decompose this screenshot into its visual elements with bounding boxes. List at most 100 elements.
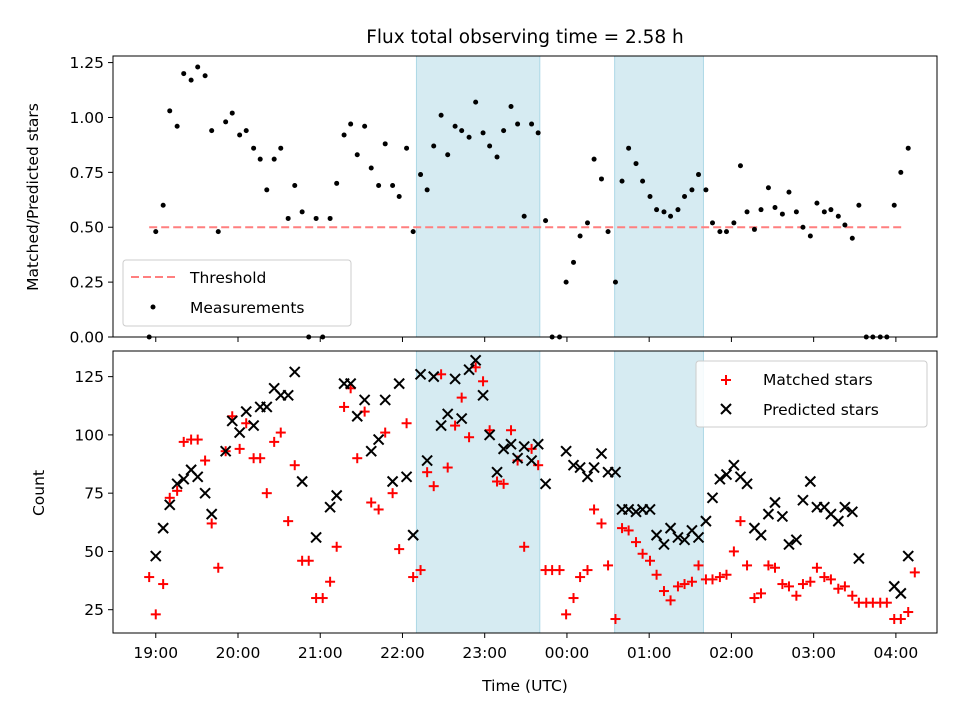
measurement-point [376, 183, 382, 189]
measurement-point [292, 183, 298, 189]
predicted-stars-point [714, 473, 726, 485]
predicted-stars-point [532, 438, 544, 450]
measurement-point [362, 123, 368, 129]
count-y-tick-label: 25 [84, 601, 104, 619]
matched-stars-point [847, 590, 858, 601]
predicted-stars-point-b [205, 508, 218, 520]
matched-stars-point [415, 565, 426, 576]
matched-stars-point [819, 572, 830, 583]
predicted-stars-point-b [797, 494, 809, 506]
matched-stars-point [519, 541, 530, 552]
predicted-stars-point [289, 366, 301, 378]
measurement-point [689, 187, 695, 193]
predicted-stars-point [477, 389, 489, 401]
matched-stars-point [833, 583, 844, 594]
matched-stars-point [839, 581, 850, 592]
predicted-stars-point [664, 522, 677, 534]
matched-stars-point [275, 427, 286, 438]
predicted-stars-point [539, 478, 552, 490]
matched-stars-point [408, 572, 419, 583]
count-panel: 25 50 75 100 125 19:00 20:00 21:00 22:00 23:00 00:… [74, 350, 920, 662]
predicted-stars-point-b [435, 419, 447, 432]
predicted-stars-point [581, 471, 594, 483]
matched-stars-point [756, 588, 767, 599]
predicted-stars-point-b [330, 489, 343, 502]
matched-stars-point [241, 418, 252, 429]
predicted-stars-point [839, 501, 851, 513]
predicted-stars-point-b [734, 471, 747, 483]
matched-stars-point [428, 481, 439, 492]
ratio-highlight-span-1 [415, 55, 541, 338]
matched-stars-point [303, 555, 314, 566]
matched-stars-point [811, 562, 822, 573]
matched-stars-point [582, 565, 593, 576]
predicted-stars-point [358, 394, 371, 406]
measurement-point [842, 222, 848, 228]
ratio-panel-frame [112, 55, 938, 338]
matched-stars-point [172, 485, 183, 496]
measurement-point [257, 156, 263, 162]
measurement-point [334, 180, 340, 186]
x-tick-label: 19:00 [133, 644, 178, 662]
predicted-stars-point [762, 508, 775, 520]
count-y-tick-label: 100 [74, 426, 104, 444]
matched-stars-point [144, 572, 155, 583]
measurement-point [849, 235, 855, 241]
predicted-stars-point [672, 531, 684, 544]
matched-stars-point [234, 443, 245, 454]
predicted-stars-point-b [324, 501, 336, 513]
predicted-legend-label: Predicted stars [763, 401, 879, 419]
matched-stars-point [213, 562, 224, 573]
predicted-stars-point-b [672, 531, 684, 544]
predicted-stars-point-b [393, 377, 405, 390]
predicted-stars-point [407, 529, 419, 541]
predicted-stars-point [247, 419, 260, 432]
predicted-stars-point-b [895, 587, 907, 600]
predicted-stars-point [310, 531, 322, 544]
measurement-point [278, 145, 284, 151]
predicted-stars-point-b [199, 487, 211, 499]
predicted-stars-point [421, 454, 433, 467]
count-y-axis-label: Count [30, 470, 48, 516]
matched-stars-point [728, 546, 739, 557]
measurement-point [223, 119, 229, 125]
predicted-stars-point [776, 510, 789, 523]
predicted-stars-point-b [372, 433, 385, 446]
measurement-point [535, 130, 541, 136]
measurement-point [529, 121, 535, 127]
predicted-stars-point [164, 499, 176, 511]
measurement-point [765, 185, 771, 191]
measurement-point [153, 229, 159, 235]
measurement-point [515, 121, 521, 127]
predicted-stars-point-b [714, 473, 726, 485]
x-tick-label: 21:00 [298, 644, 343, 662]
predicted-stars-point-b [511, 452, 524, 464]
measurement-point [181, 71, 187, 77]
matched-stars-point [506, 425, 517, 436]
predicted-stars-point-b [630, 506, 642, 518]
predicted-stars-point-b [469, 354, 482, 367]
predicted-stars-point [595, 447, 608, 460]
measurement-point [898, 169, 904, 175]
measurement-point [563, 279, 569, 285]
predicted-stars-point [804, 475, 817, 488]
matched-stars-point [164, 492, 175, 503]
measurement-point [835, 213, 841, 219]
measurement-point [717, 229, 723, 235]
measurement-point [209, 128, 215, 134]
predicted-stars-point-b [428, 370, 440, 383]
predicted-stars-point-b [386, 475, 399, 488]
predicted-stars-point-b [455, 412, 468, 425]
count-legend-box [695, 360, 928, 428]
predicted-stars-point [567, 459, 580, 471]
measurement-point [202, 73, 208, 79]
count-y-tick-label: 75 [84, 485, 104, 503]
predicted-stars-point-b [261, 401, 273, 413]
threshold-legend-label: Threshold [189, 269, 266, 287]
matched-stars-point [686, 576, 697, 587]
measurement-point [807, 233, 813, 239]
matched-stars-point [283, 516, 294, 527]
predicted-stars-point [483, 429, 496, 441]
predicted-stars-point [372, 433, 385, 446]
matched-stars-point [617, 523, 628, 534]
